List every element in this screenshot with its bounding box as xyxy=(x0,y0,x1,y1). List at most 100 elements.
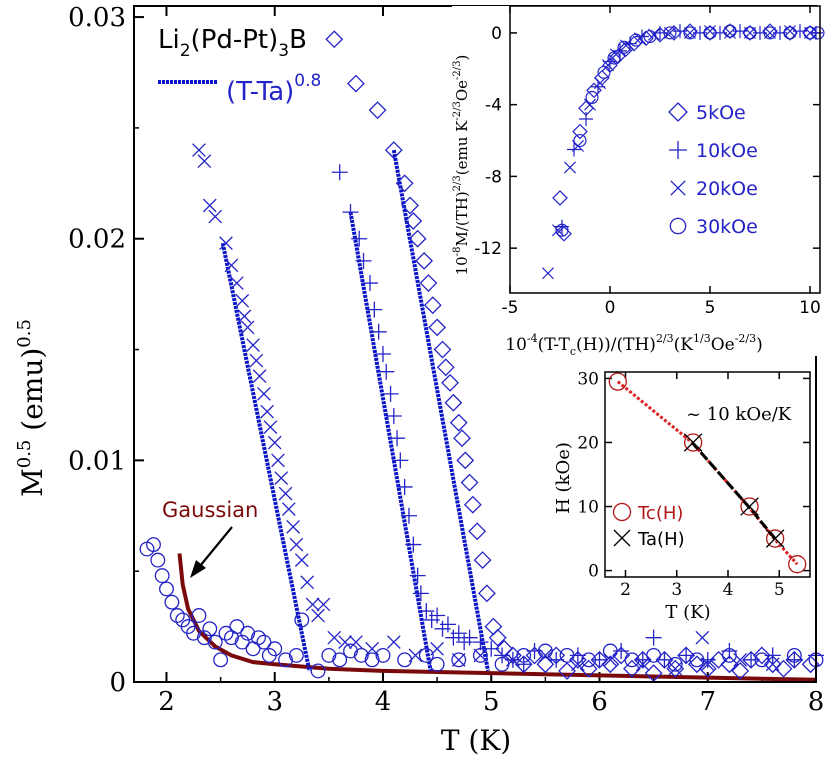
inset2-legend-marker xyxy=(613,529,631,547)
x-point xyxy=(252,369,267,383)
x-point xyxy=(224,258,239,273)
circle-point xyxy=(240,625,256,641)
plus-point xyxy=(613,642,630,659)
inset1-circle-point xyxy=(585,90,599,105)
tc-point xyxy=(684,433,703,452)
x-point xyxy=(229,276,244,290)
circle-point xyxy=(472,647,488,663)
circle-point xyxy=(537,643,553,659)
inset1-x-point xyxy=(763,26,777,39)
fit-lines xyxy=(220,149,490,672)
inset1-plus-point xyxy=(773,25,787,40)
inset1-x-point xyxy=(663,26,677,39)
fit-legend-label: (T-Ta)0.8 xyxy=(226,71,321,107)
plus-point xyxy=(483,640,500,657)
plus-point xyxy=(515,656,532,673)
plus-point xyxy=(374,345,391,362)
diamond-point xyxy=(525,646,544,665)
diamond-point xyxy=(441,373,460,392)
circle-point xyxy=(581,652,597,668)
tc-point xyxy=(766,529,785,548)
inset2-legend: Tc(H) Ta(H) xyxy=(612,502,685,550)
inset1-x-point xyxy=(541,267,555,280)
diamond-point xyxy=(752,646,771,665)
x-point xyxy=(305,597,320,612)
plus-point xyxy=(396,478,413,495)
gaussian-arrow xyxy=(199,526,233,567)
diamond-point xyxy=(473,551,492,570)
x-point xyxy=(192,143,206,157)
diamond-point xyxy=(433,340,452,359)
inset1-circle-point xyxy=(683,26,697,40)
plus-point xyxy=(331,164,348,181)
main-tick-labels: 2 3 4 5 6 7 8 0 0.01 0.02 0.03 xyxy=(68,3,824,717)
inset1-x-point xyxy=(593,77,607,90)
plus-point xyxy=(461,629,478,646)
inset1-circle-point xyxy=(803,26,817,40)
diamond-point xyxy=(601,655,620,674)
y-tick-label: 0.02 xyxy=(68,225,126,255)
ta-fit-line xyxy=(690,441,777,540)
diamond-point xyxy=(468,522,487,541)
inset2-x-tick-label: 3 xyxy=(671,580,682,600)
inset2-y-axis-label: H (kOe) xyxy=(553,442,574,514)
plus-point xyxy=(472,634,489,651)
diamond-point xyxy=(401,196,419,215)
inset1-x-tick-label: 0 xyxy=(605,298,616,318)
plus-point xyxy=(418,603,435,620)
circle-point xyxy=(332,652,348,668)
inset1-diamond-point xyxy=(552,190,568,206)
plus-point xyxy=(645,629,662,646)
fit-line xyxy=(391,149,490,672)
x-point xyxy=(451,652,466,667)
diamond-point xyxy=(460,473,479,492)
material-label: Li2(Pd-Pt)3B xyxy=(158,25,307,61)
inset1-plus-point xyxy=(579,112,593,127)
inset1-legend-label: 5kOe xyxy=(696,102,746,124)
x-point xyxy=(197,154,212,169)
inset2-y-tick-label: 20 xyxy=(577,433,599,453)
diamond-point xyxy=(688,655,706,674)
plus-point xyxy=(370,323,387,340)
y-tick-label: 0.03 xyxy=(68,3,126,33)
diamond-point xyxy=(368,101,387,120)
diamond-point xyxy=(456,451,475,470)
inset1-circle-point xyxy=(629,33,643,47)
inset1-circle-point xyxy=(617,40,631,54)
gaussian-label: Gaussian xyxy=(162,498,258,522)
diamond-point xyxy=(325,30,344,49)
diamond-point xyxy=(423,296,442,315)
plus-point xyxy=(743,651,760,668)
x-point xyxy=(311,608,325,623)
x-point xyxy=(267,435,282,450)
inset1-plot-frame xyxy=(509,5,821,294)
circle-point xyxy=(721,647,737,663)
circle-point xyxy=(229,619,245,635)
x-point xyxy=(289,537,304,552)
inset2-x-tick-label: 5 xyxy=(774,580,785,600)
inset1-x-point xyxy=(723,26,737,39)
circle-point xyxy=(689,652,705,668)
x-point xyxy=(386,635,401,649)
diamond-point xyxy=(612,646,631,665)
circle-point xyxy=(207,634,223,650)
diamond-point xyxy=(484,617,503,636)
plus-point xyxy=(400,507,417,524)
inset1-x-point xyxy=(743,26,757,39)
x-point xyxy=(260,404,275,419)
x-point xyxy=(208,209,223,224)
inset1-legend-marker xyxy=(669,217,687,235)
inset1-circle-point xyxy=(573,133,587,148)
inset2-y-tick-label: 10 xyxy=(577,498,599,518)
circle-point xyxy=(278,652,294,668)
x-point xyxy=(316,597,331,612)
circle-point xyxy=(375,647,391,663)
inset1-diamond-point xyxy=(586,82,602,99)
plus-point xyxy=(366,301,383,318)
inset2-tick-labels: 2 3 4 5 0 10 20 30 xyxy=(577,369,784,600)
circle-point xyxy=(353,647,369,663)
tc-point xyxy=(740,497,759,516)
inset1-circle-point xyxy=(663,26,677,40)
inset1-plus-point xyxy=(753,25,767,40)
